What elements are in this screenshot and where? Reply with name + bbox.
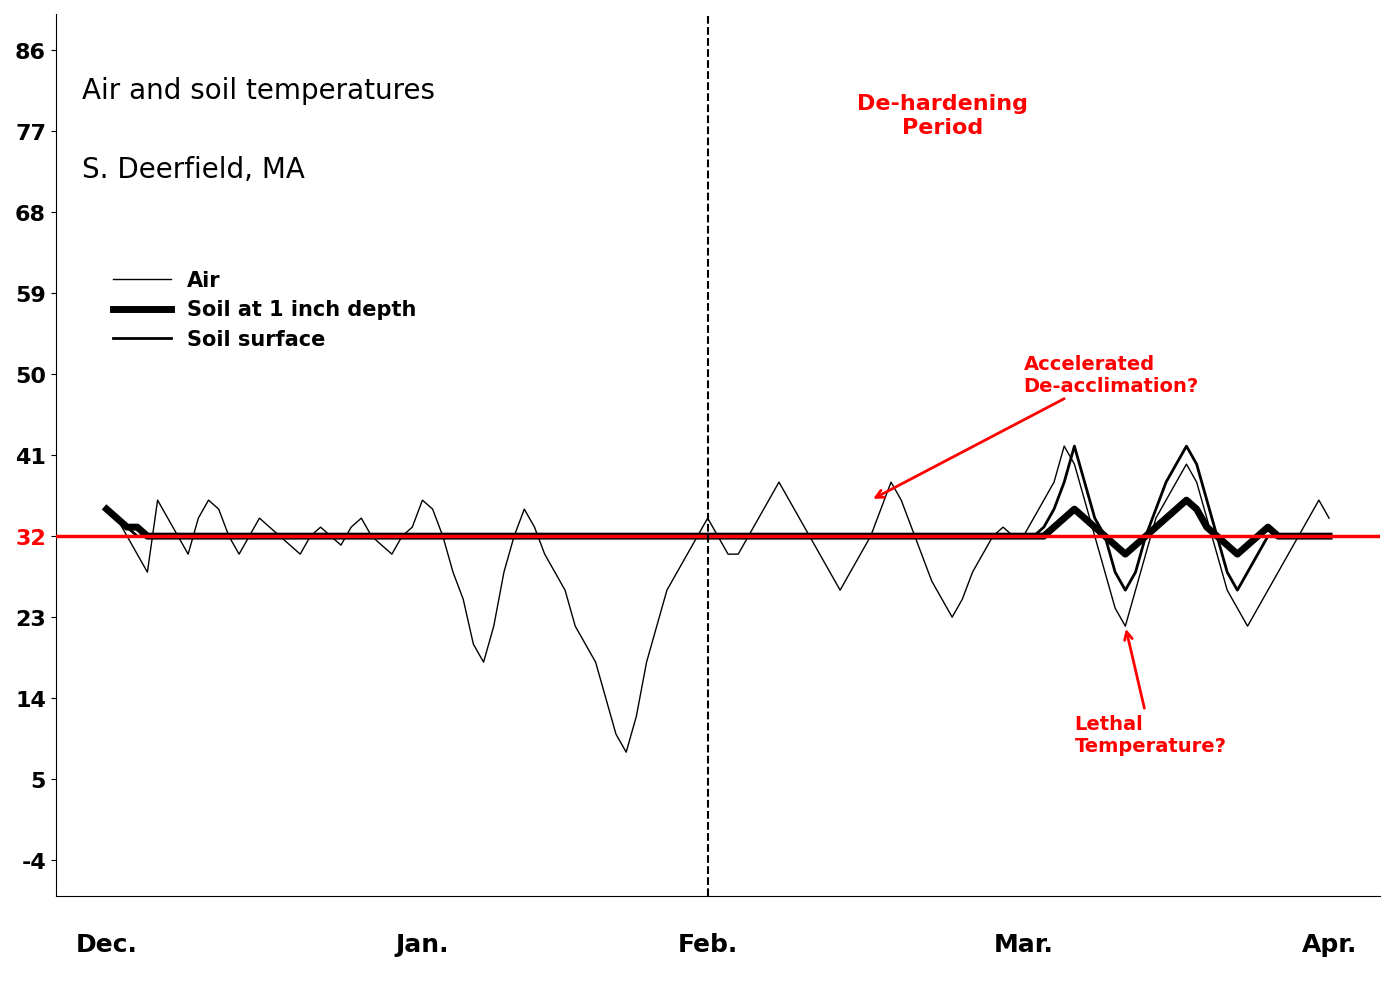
Text: Dec.: Dec.	[75, 933, 138, 956]
Text: Lethal
Temperature?: Lethal Temperature?	[1074, 632, 1226, 755]
Text: Air and soil temperatures: Air and soil temperatures	[82, 77, 435, 105]
Text: Jan.: Jan.	[396, 933, 449, 956]
Text: S. Deerfield, MA: S. Deerfield, MA	[82, 156, 306, 184]
Text: De-hardening
Period: De-hardening Period	[858, 95, 1028, 137]
Text: Apr.: Apr.	[1302, 933, 1357, 956]
Text: Feb.: Feb.	[678, 933, 738, 956]
Legend: Air, Soil at 1 inch depth, Soil surface: Air, Soil at 1 inch depth, Soil surface	[105, 262, 424, 358]
Text: Mar.: Mar.	[993, 933, 1053, 956]
Text: Accelerated
De-acclimation?: Accelerated De-acclimation?	[876, 354, 1198, 498]
